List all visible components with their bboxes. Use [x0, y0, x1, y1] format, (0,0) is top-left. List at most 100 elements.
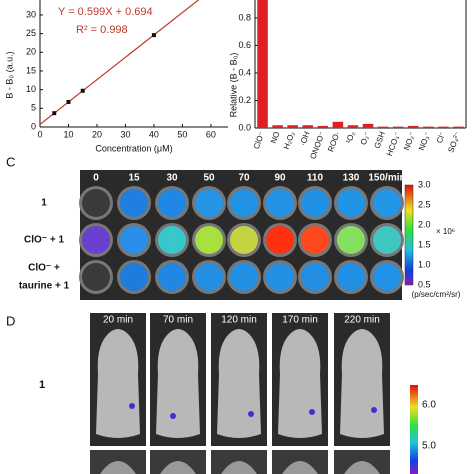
well: [373, 263, 401, 291]
signal: [309, 409, 315, 415]
bars: [257, 0, 464, 128]
colorbar: [410, 385, 418, 474]
y-tick-label: 0.2: [238, 95, 251, 105]
y-tick-label: 30: [26, 9, 36, 19]
fit-group: [40, 0, 200, 125]
well: [82, 263, 110, 291]
signal: [129, 403, 135, 409]
bar: [302, 125, 314, 128]
point: [151, 33, 156, 38]
y-tick-label: 15: [26, 65, 36, 75]
well: [301, 263, 329, 291]
x-tick-label: ·OH: [298, 130, 312, 147]
y-tick-label: 20: [26, 47, 36, 57]
point: [66, 99, 71, 104]
colorbar-tick: 2.0: [418, 219, 431, 229]
mouse: [96, 329, 140, 438]
mouse: [344, 461, 380, 474]
well: [337, 189, 365, 217]
bar: [287, 125, 298, 128]
signal: [371, 407, 377, 413]
well: [266, 226, 294, 254]
row-label: ClO⁻ + 1: [24, 235, 64, 246]
x-tick-label: ClO⁻: [252, 130, 267, 150]
bar: [317, 125, 329, 128]
time-label: 15: [128, 173, 140, 184]
signal: [170, 413, 176, 419]
x-tick-label: H₂O₂: [282, 130, 297, 150]
y-tick-label: 0: [31, 121, 36, 131]
x-tick-label: O₂⁻: [359, 130, 372, 146]
colorbar-tick: 5.0: [422, 441, 436, 452]
well: [158, 189, 186, 217]
equation: Y = 0.599X + 0.694: [58, 6, 153, 18]
well: [373, 226, 401, 254]
signal: [248, 411, 254, 417]
y-tick-label: 0.8: [238, 12, 251, 22]
mouse: [278, 329, 322, 438]
well: [337, 263, 365, 291]
x-tick-label: 0: [37, 129, 42, 139]
mouse: [221, 461, 257, 474]
time-label: 110: [307, 173, 324, 184]
bar: [407, 125, 419, 128]
row-label: taurine + 1: [19, 281, 70, 292]
colorbar-tick: 3.0: [418, 179, 431, 189]
well: [120, 226, 148, 254]
time-label: 120 min: [221, 315, 257, 326]
well: [230, 263, 258, 291]
x-tick-label: SO₄²⁻: [446, 130, 462, 153]
time-label: 30: [166, 173, 178, 184]
r-squared: R² = 0.998: [76, 24, 128, 36]
well: [82, 226, 110, 254]
point: [52, 111, 57, 116]
x-tick-label: NO: [269, 130, 282, 144]
time-label: 70: [238, 173, 250, 184]
x-tick-label: 30: [120, 129, 130, 139]
mouse: [340, 329, 384, 438]
row-label: 1: [39, 379, 45, 391]
time-label: 150/min: [368, 173, 405, 184]
mouse: [156, 329, 200, 438]
mouse: [160, 461, 196, 474]
x-tick-label: Cl⁻: [435, 130, 447, 144]
well: [82, 189, 110, 217]
y-tick-label: 5: [31, 103, 36, 113]
x-tick-label: NO₂⁻: [402, 130, 417, 151]
time-label: 170 min: [282, 315, 318, 326]
point: [80, 88, 85, 93]
y-tick-label: 0.6: [238, 40, 251, 50]
y-tick-label: 10: [26, 84, 36, 94]
y-axis-label: B - B₀ (a.u.): [4, 51, 14, 98]
well: [266, 263, 294, 291]
well: [195, 189, 223, 217]
panel-label: D: [6, 313, 15, 328]
colorbar-tick: 2.5: [418, 199, 431, 209]
x-tick-label: ROO·: [326, 130, 342, 153]
bar: [453, 126, 464, 128]
mouse: [282, 461, 318, 474]
colorbar-tick: 0.5: [418, 279, 431, 289]
well: [373, 189, 401, 217]
x-tick-label: 10: [63, 129, 73, 139]
fit-line: [40, 0, 200, 125]
time-label: 130: [343, 173, 360, 184]
x-axis-label: Concentration (μM): [95, 143, 172, 153]
mouse: [217, 329, 261, 438]
time-label: 0: [93, 173, 99, 184]
colorbar-tick: 1.5: [418, 239, 431, 249]
y-axis-label: Relative (B - B₀): [228, 53, 238, 118]
well: [158, 263, 186, 291]
mouse: [100, 461, 136, 474]
well: [195, 226, 223, 254]
x-tick-label: HCO₃⁻: [385, 130, 402, 157]
colorbar-scale: × 10⁶: [436, 227, 455, 236]
well: [230, 189, 258, 217]
well: [120, 189, 148, 217]
time-label: 20 min: [103, 315, 133, 326]
panel-label: C: [6, 154, 15, 169]
bar: [438, 126, 449, 128]
x-tick-label: GSH: [373, 130, 387, 150]
bar: [332, 121, 344, 128]
